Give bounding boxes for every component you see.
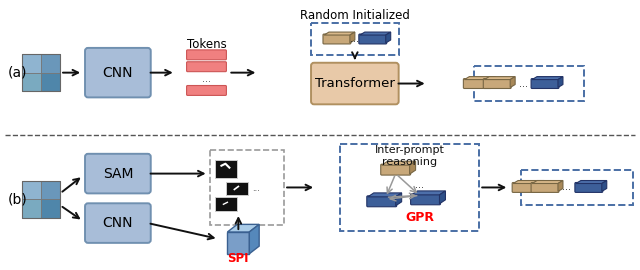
Text: Transformer: Transformer — [315, 77, 395, 90]
Bar — [216, 160, 237, 178]
Polygon shape — [510, 77, 515, 87]
Text: Random Initialized: Random Initialized — [300, 9, 410, 22]
Bar — [216, 197, 237, 211]
Bar — [22, 54, 60, 92]
FancyBboxPatch shape — [411, 194, 440, 205]
Polygon shape — [602, 181, 607, 191]
Bar — [340, 144, 479, 231]
Polygon shape — [412, 191, 445, 195]
FancyBboxPatch shape — [187, 62, 227, 72]
Bar — [22, 199, 41, 218]
Polygon shape — [513, 181, 544, 184]
Polygon shape — [324, 32, 355, 35]
Polygon shape — [360, 32, 390, 35]
Text: ...: ... — [563, 183, 572, 193]
Polygon shape — [386, 32, 390, 43]
Polygon shape — [558, 181, 563, 191]
Polygon shape — [440, 191, 445, 204]
Bar — [22, 181, 41, 199]
Bar — [22, 54, 41, 73]
Text: ...: ... — [252, 184, 260, 193]
FancyBboxPatch shape — [463, 79, 492, 89]
Text: (b): (b) — [8, 192, 27, 206]
Bar — [41, 199, 60, 218]
Polygon shape — [227, 224, 259, 232]
Polygon shape — [410, 161, 415, 174]
FancyBboxPatch shape — [367, 196, 397, 207]
Polygon shape — [490, 77, 495, 87]
FancyBboxPatch shape — [311, 63, 399, 104]
Bar — [41, 54, 60, 73]
Polygon shape — [576, 181, 607, 184]
Bar — [311, 23, 399, 55]
Text: SPI: SPI — [228, 252, 249, 265]
Polygon shape — [558, 77, 563, 87]
FancyBboxPatch shape — [85, 48, 151, 97]
Text: (a): (a) — [8, 66, 27, 80]
Bar — [41, 73, 60, 92]
FancyBboxPatch shape — [512, 183, 540, 193]
Text: Tokens: Tokens — [187, 38, 227, 52]
FancyBboxPatch shape — [187, 86, 227, 95]
Polygon shape — [350, 32, 355, 43]
FancyBboxPatch shape — [575, 183, 603, 193]
Text: SAM: SAM — [102, 167, 133, 181]
FancyBboxPatch shape — [359, 34, 387, 44]
Text: Inter-prompt
reasoning: Inter-prompt reasoning — [374, 145, 445, 167]
Polygon shape — [484, 77, 515, 80]
Bar — [41, 181, 60, 199]
Text: CNN: CNN — [102, 66, 133, 80]
Bar — [22, 181, 60, 218]
Bar — [521, 170, 632, 205]
Text: ...: ... — [518, 79, 527, 89]
Text: GPR: GPR — [405, 211, 434, 224]
Text: ...: ... — [415, 180, 424, 190]
FancyBboxPatch shape — [323, 34, 351, 44]
Bar — [474, 66, 584, 101]
Bar — [211, 150, 284, 225]
Text: ...: ... — [350, 34, 359, 44]
FancyBboxPatch shape — [531, 79, 559, 89]
Bar — [227, 232, 250, 254]
Bar — [227, 181, 248, 195]
Text: CNN: CNN — [102, 216, 133, 230]
FancyBboxPatch shape — [85, 203, 151, 243]
Polygon shape — [532, 181, 563, 184]
Bar — [22, 73, 41, 92]
FancyBboxPatch shape — [187, 50, 227, 60]
FancyBboxPatch shape — [85, 154, 151, 193]
FancyBboxPatch shape — [381, 164, 411, 175]
Polygon shape — [396, 193, 402, 206]
FancyBboxPatch shape — [531, 183, 559, 193]
FancyBboxPatch shape — [483, 79, 511, 89]
Polygon shape — [368, 193, 402, 197]
Text: ...: ... — [202, 74, 211, 84]
Polygon shape — [250, 224, 259, 254]
Polygon shape — [465, 77, 495, 80]
Polygon shape — [539, 181, 544, 191]
Polygon shape — [532, 77, 563, 80]
Polygon shape — [381, 161, 415, 165]
